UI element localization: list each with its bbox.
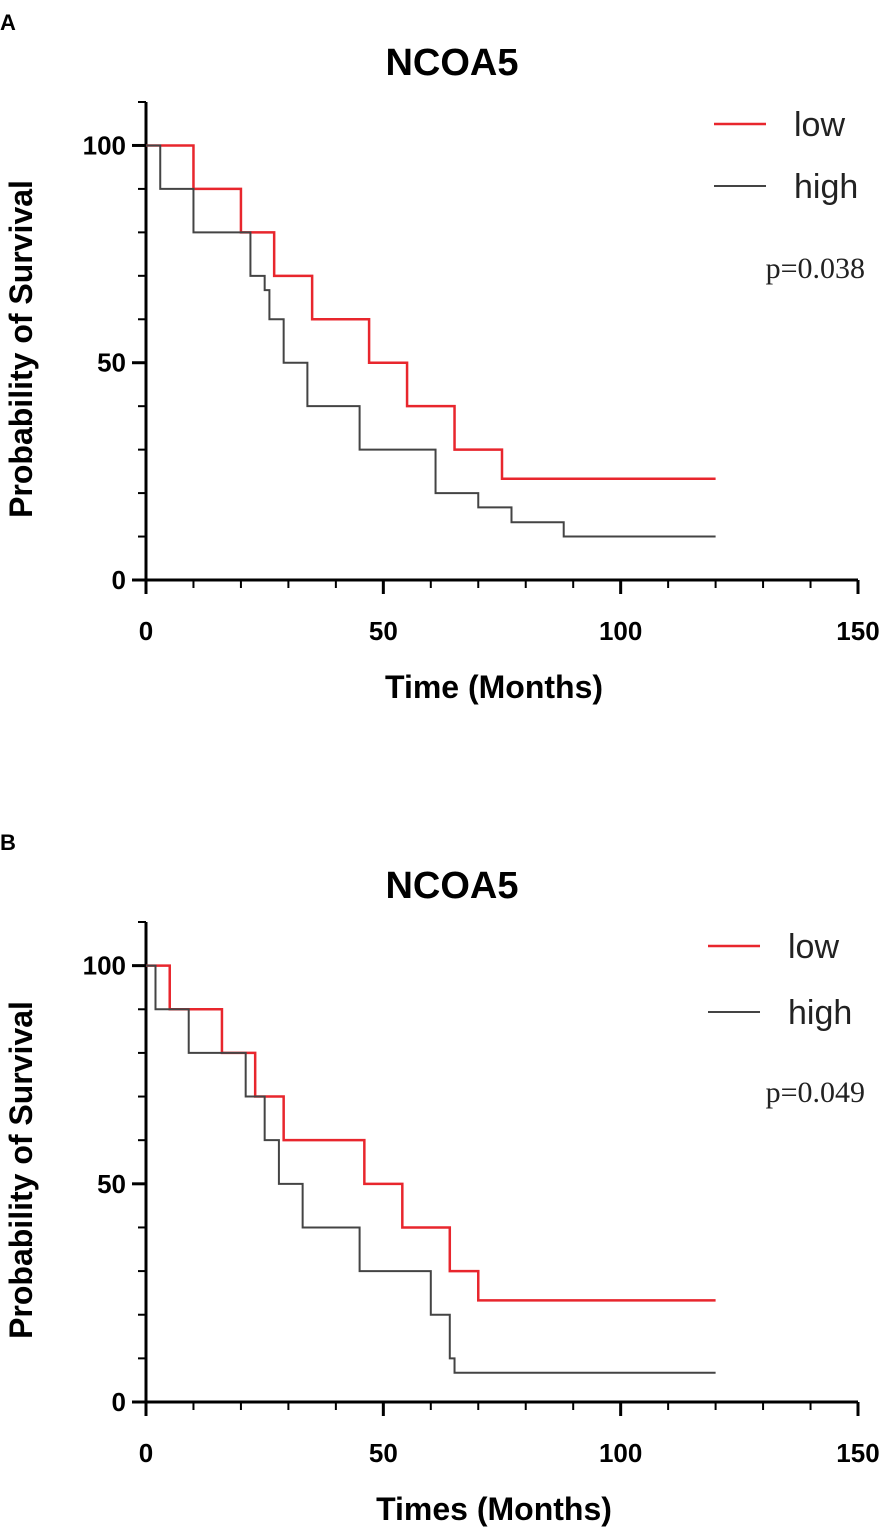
y-tick-label: 50 xyxy=(97,1169,126,1199)
x-tick-label: 150 xyxy=(836,616,879,646)
legend-label-high: high xyxy=(788,994,852,1032)
x-tick-label: 150 xyxy=(836,1438,879,1468)
y-axis-title: Probability of Survival xyxy=(3,1001,39,1339)
survival-curve-low xyxy=(146,964,716,1302)
chart-title: NCOA5 xyxy=(385,42,518,84)
panel-label: B xyxy=(0,830,16,855)
km-chart-panel-b: B NCOA5 0 50 100 0 50 100 150 Times (Months) Proba… xyxy=(0,822,886,1531)
x-tick-label: 0 xyxy=(139,1438,153,1468)
survival-curve-high xyxy=(146,964,716,1374)
y-tick-label: 50 xyxy=(97,348,126,378)
x-axis-title: Times (Months) xyxy=(376,1491,612,1527)
x-tick-label: 100 xyxy=(599,1438,642,1468)
km-chart-panel-a: A NCOA5 0 50 100 0 50 100 150 Time (Months) Probab… xyxy=(0,0,886,760)
y-tick-label: 0 xyxy=(112,565,126,595)
y-tick-label: 100 xyxy=(83,130,126,160)
y-axis-title: Probability of Survival xyxy=(3,180,39,518)
legend-label-high: high xyxy=(794,168,858,206)
survival-curve-high xyxy=(146,144,716,538)
x-tick-label: 0 xyxy=(139,616,153,646)
km-chart-b-svg: B NCOA5 0 50 100 0 50 100 150 Times (Months) Proba… xyxy=(0,830,880,1527)
km-chart-a-svg: A NCOA5 0 50 100 0 50 100 150 Time (Months) Probab… xyxy=(0,10,880,705)
chart-title: NCOA5 xyxy=(385,865,518,907)
p-value-annotation: p=0.038 xyxy=(766,252,865,285)
p-value-annotation: p=0.049 xyxy=(766,1076,865,1109)
panel-label: A xyxy=(0,10,16,35)
y-tick-label: 100 xyxy=(83,951,126,981)
survival-curve-low xyxy=(146,144,716,481)
legend-label-low: low xyxy=(788,928,839,966)
x-tick-label: 100 xyxy=(599,616,642,646)
x-axis-title: Time (Months) xyxy=(385,669,603,705)
x-tick-label: 50 xyxy=(369,1438,398,1468)
legend-label-low: low xyxy=(794,106,845,144)
y-tick-label: 0 xyxy=(112,1387,126,1417)
x-tick-label: 50 xyxy=(369,616,398,646)
